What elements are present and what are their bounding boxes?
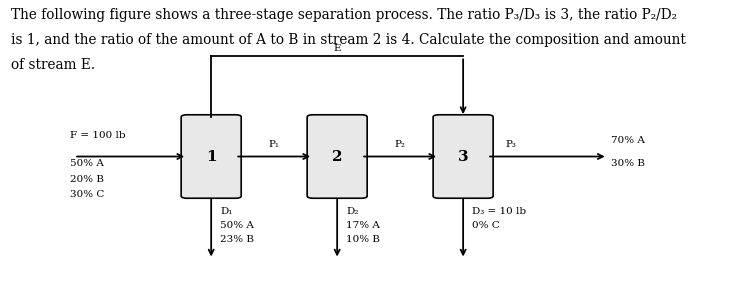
Text: 30% C: 30% C: [70, 190, 104, 199]
Text: 1: 1: [206, 149, 216, 164]
Text: 17% A: 17% A: [346, 221, 380, 230]
Text: D₃ = 10 lb: D₃ = 10 lb: [472, 207, 526, 216]
Text: 20% B: 20% B: [70, 175, 104, 184]
FancyBboxPatch shape: [307, 115, 368, 198]
Text: 30% B: 30% B: [611, 159, 645, 168]
Text: is 1, and the ratio of the amount of A to B in stream 2 is 4. Calculate the comp: is 1, and the ratio of the amount of A t…: [11, 33, 686, 47]
Text: F = 100 lb: F = 100 lb: [70, 131, 126, 140]
Text: P₂: P₂: [395, 140, 405, 149]
Text: 3: 3: [458, 149, 468, 164]
Text: P₃: P₃: [505, 140, 516, 149]
FancyBboxPatch shape: [433, 115, 494, 198]
Text: 10% B: 10% B: [346, 235, 380, 244]
Text: D₂: D₂: [346, 207, 359, 216]
Text: P₁: P₁: [269, 140, 279, 149]
FancyBboxPatch shape: [181, 115, 241, 198]
Text: E: E: [333, 44, 341, 53]
Text: 2: 2: [332, 149, 342, 164]
Text: 0% C: 0% C: [472, 221, 499, 230]
Text: The following figure shows a three-stage separation process. The ratio P₃/D₃ is : The following figure shows a three-stage…: [11, 8, 677, 23]
Text: of stream E.: of stream E.: [11, 58, 96, 72]
Text: 50% A: 50% A: [70, 159, 104, 168]
Text: D₁: D₁: [220, 207, 233, 216]
Text: 70% A: 70% A: [611, 136, 645, 145]
Text: 23% B: 23% B: [220, 235, 254, 244]
Text: 50% A: 50% A: [220, 221, 254, 230]
